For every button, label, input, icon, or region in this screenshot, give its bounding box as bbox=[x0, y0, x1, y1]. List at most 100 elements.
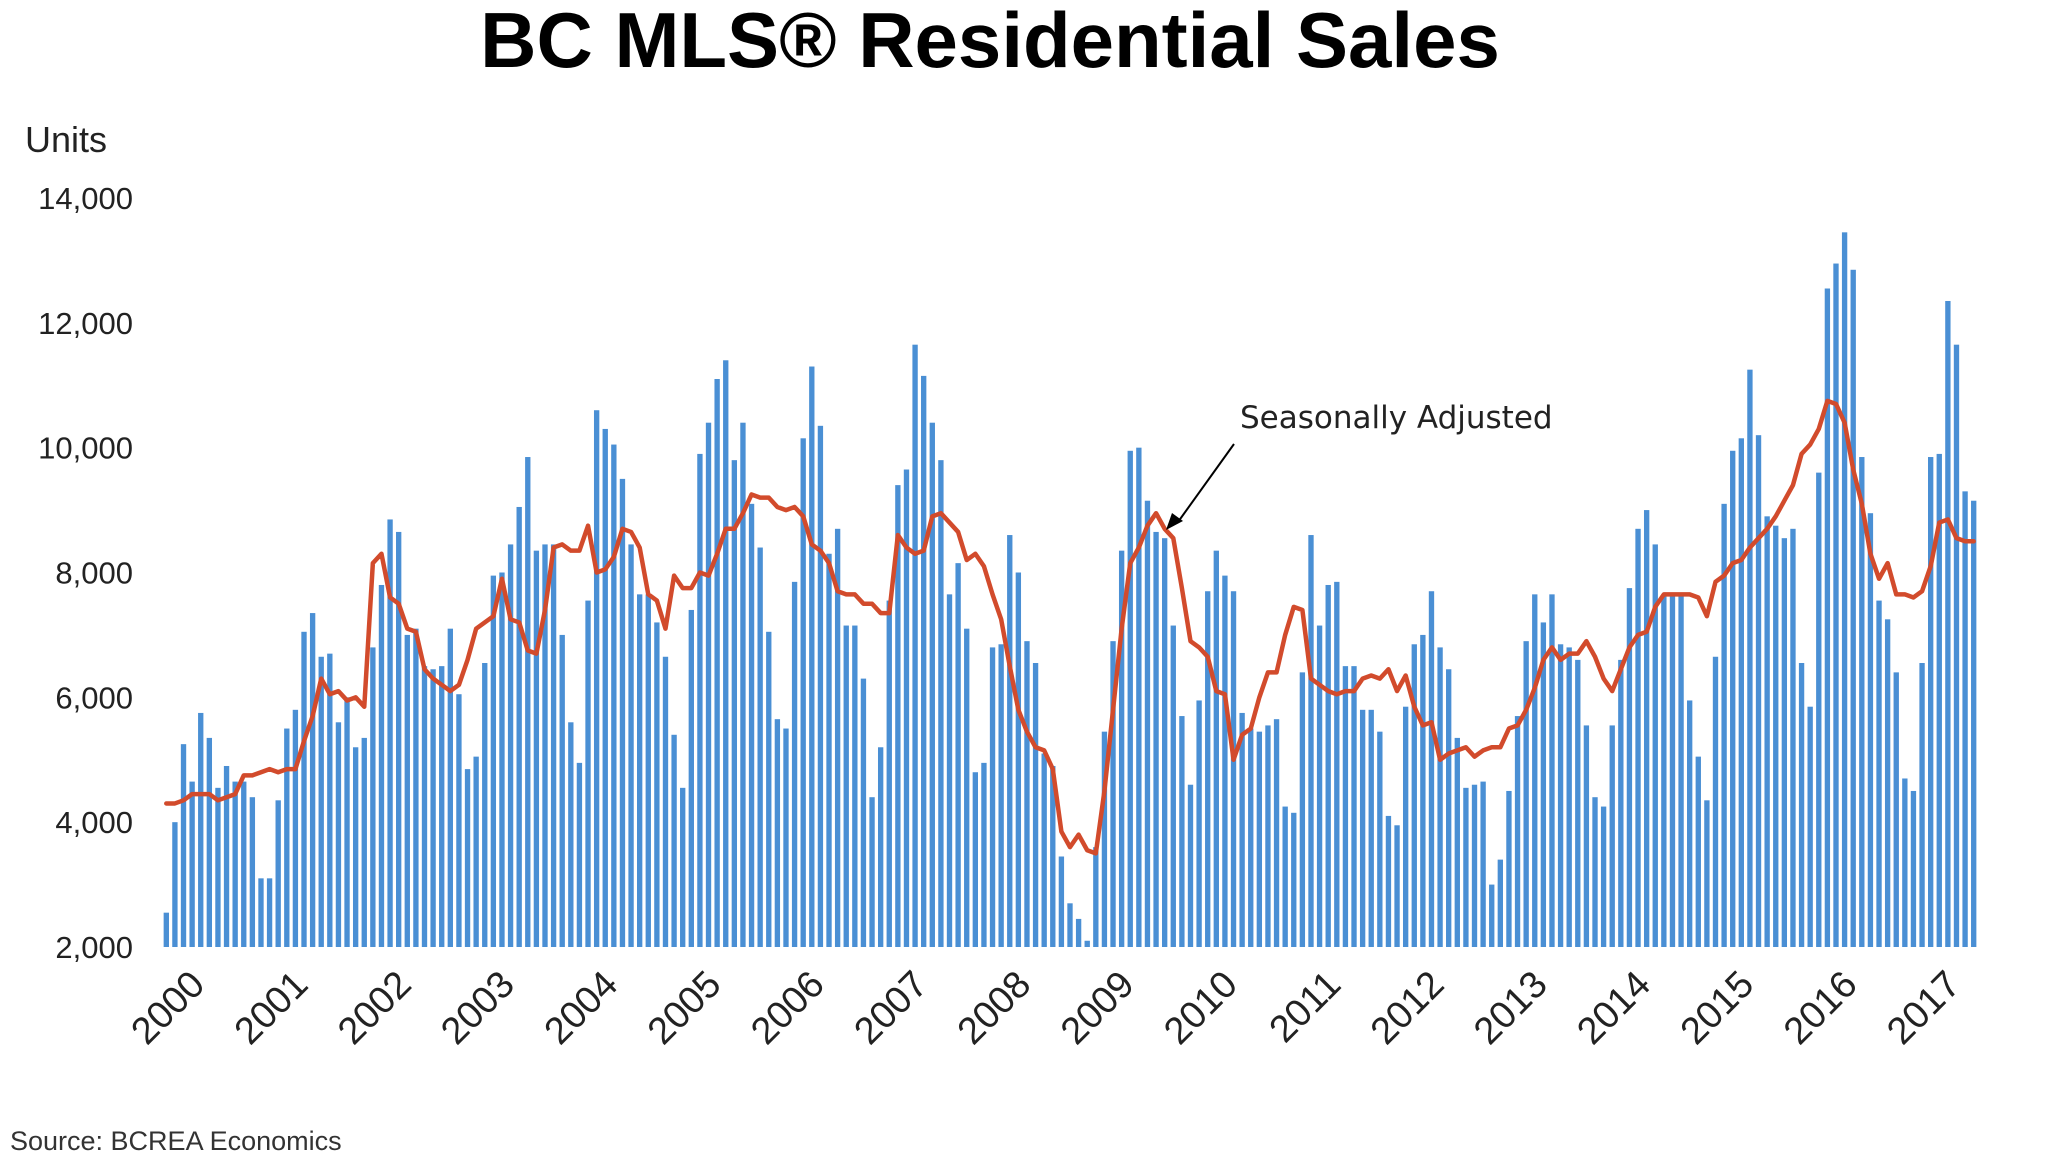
bar bbox=[1428, 591, 1435, 947]
annotation-arrowhead bbox=[1166, 513, 1183, 530]
bar bbox=[593, 410, 600, 948]
bar bbox=[370, 647, 376, 947]
bar bbox=[1437, 647, 1443, 947]
bar bbox=[662, 656, 669, 947]
bar bbox=[800, 438, 806, 947]
annotation-leader-line bbox=[1177, 443, 1235, 523]
x-axis-ticks: 2000 2001 2002 2003 2004 2005 2006 2007 2008 2009… bbox=[124, 963, 1969, 1052]
bar bbox=[1256, 731, 1263, 947]
x-tick-label: 2005 bbox=[640, 963, 729, 1052]
bar bbox=[1704, 800, 1710, 947]
bar bbox=[1385, 815, 1392, 947]
bar bbox=[258, 878, 264, 947]
bar bbox=[748, 503, 755, 947]
x-tick-label: 2017 bbox=[1879, 963, 1968, 1052]
bar bbox=[981, 762, 987, 947]
y-axis-label: Units bbox=[25, 119, 107, 160]
bar bbox=[249, 797, 256, 947]
bar bbox=[1127, 450, 1133, 947]
bar bbox=[877, 747, 884, 947]
bar bbox=[1299, 672, 1306, 947]
bar bbox=[1566, 647, 1572, 947]
bar bbox=[1239, 712, 1245, 947]
bar bbox=[1850, 269, 1856, 947]
seasonally-adjusted-line bbox=[164, 398, 1976, 856]
bar bbox=[1712, 656, 1719, 947]
bar bbox=[1807, 706, 1813, 947]
bar bbox=[1833, 263, 1839, 947]
bar bbox=[198, 712, 204, 947]
bar bbox=[568, 722, 574, 947]
bar bbox=[284, 728, 290, 947]
bar bbox=[843, 625, 849, 947]
bar bbox=[929, 422, 935, 947]
bar bbox=[344, 697, 350, 947]
bar bbox=[1738, 438, 1744, 947]
bar bbox=[1747, 369, 1753, 947]
bar bbox=[490, 575, 497, 947]
bar bbox=[1859, 457, 1865, 947]
bar bbox=[301, 631, 307, 947]
x-tick-label: 2004 bbox=[537, 963, 626, 1052]
bar bbox=[1015, 572, 1022, 947]
bar bbox=[550, 544, 557, 947]
bar bbox=[774, 719, 781, 947]
bar bbox=[1282, 806, 1288, 947]
bar bbox=[327, 653, 333, 947]
bar bbox=[456, 694, 462, 947]
bar bbox=[1265, 725, 1271, 947]
y-axis-ticks: 2,000 4,000 6,000 8,000 10,000 12,000 14,000 bbox=[38, 181, 133, 965]
bar bbox=[576, 762, 583, 947]
bar bbox=[1446, 669, 1452, 947]
bar bbox=[559, 634, 565, 947]
bar bbox=[232, 781, 238, 947]
bar bbox=[1110, 641, 1116, 947]
x-tick-label: 2007 bbox=[847, 963, 936, 1052]
bar bbox=[731, 460, 738, 947]
bar bbox=[1101, 731, 1108, 947]
bar bbox=[1222, 575, 1228, 947]
bar bbox=[680, 787, 686, 947]
bar bbox=[1936, 453, 1942, 947]
bar bbox=[1928, 457, 1934, 947]
bar bbox=[1463, 787, 1469, 947]
bar bbox=[1626, 588, 1633, 947]
bar bbox=[740, 422, 746, 947]
bar bbox=[180, 744, 187, 947]
bar bbox=[1420, 634, 1426, 947]
bar bbox=[921, 375, 927, 947]
bar bbox=[852, 625, 858, 947]
bar bbox=[1170, 625, 1176, 947]
bar bbox=[516, 506, 522, 947]
bar bbox=[972, 772, 978, 947]
bar bbox=[817, 425, 824, 947]
bar bbox=[266, 878, 273, 947]
bar bbox=[1118, 550, 1125, 947]
bar bbox=[482, 663, 488, 947]
bar bbox=[1325, 584, 1331, 947]
bar bbox=[998, 644, 1004, 947]
bar bbox=[826, 553, 832, 947]
x-tick-label: 2001 bbox=[227, 963, 316, 1052]
bar bbox=[1342, 666, 1349, 948]
bar bbox=[430, 669, 436, 947]
bar bbox=[989, 647, 996, 947]
bar bbox=[791, 581, 798, 947]
bar bbox=[671, 734, 677, 947]
annotation: Seasonally Adjusted bbox=[1166, 400, 1553, 530]
x-tick-label: 2006 bbox=[743, 963, 832, 1052]
bar bbox=[1945, 300, 1951, 947]
bar bbox=[946, 594, 953, 947]
bar bbox=[1032, 663, 1039, 947]
bar bbox=[705, 422, 712, 947]
bar bbox=[1291, 812, 1297, 947]
bar bbox=[1187, 784, 1194, 947]
bar bbox=[688, 609, 694, 947]
bar bbox=[1471, 784, 1478, 947]
bar bbox=[1755, 435, 1762, 947]
bar bbox=[1205, 591, 1211, 947]
bar bbox=[714, 379, 720, 947]
y-tick-label: 10,000 bbox=[38, 431, 133, 466]
bar bbox=[1179, 716, 1185, 947]
bar bbox=[318, 656, 324, 947]
